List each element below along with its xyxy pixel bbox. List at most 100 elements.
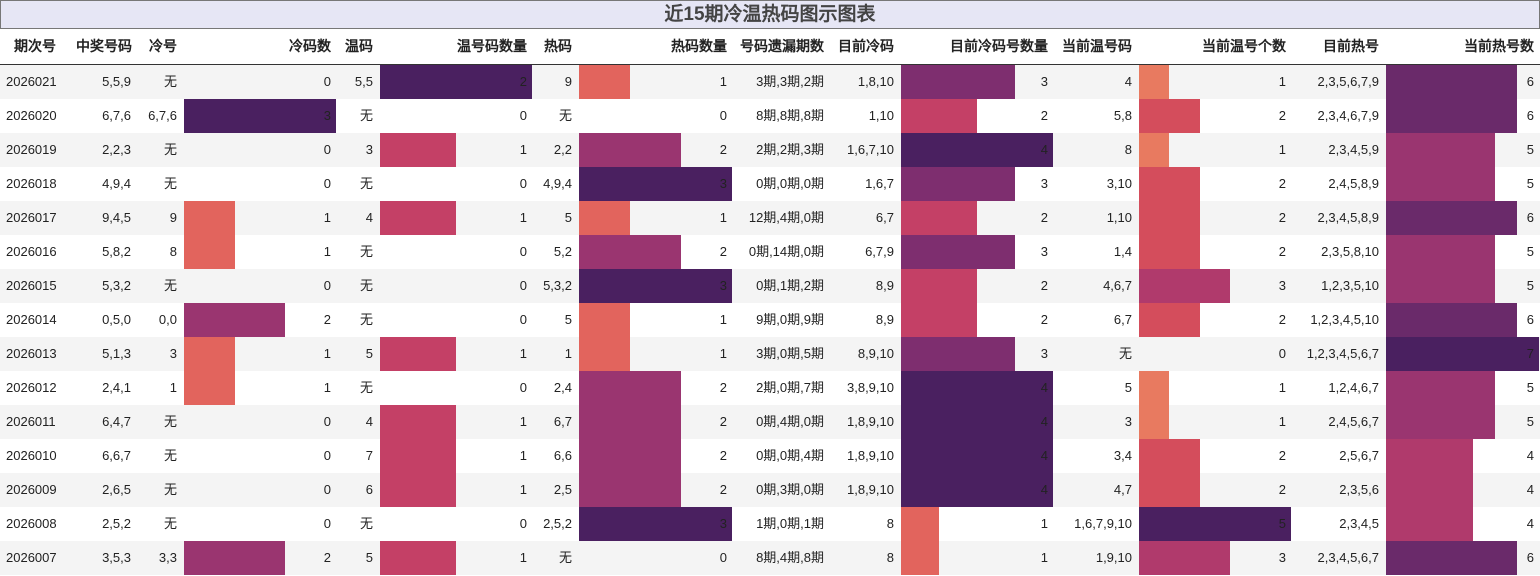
cell-text: 2026019: [6, 142, 57, 157]
cell-text: 5: [1526, 176, 1534, 191]
cell-text: 0: [323, 142, 331, 157]
cell-text: 2: [1040, 210, 1048, 225]
cell-text: 1: [1040, 550, 1048, 565]
cell-text: 0: [323, 482, 331, 497]
cell-text: 6,7,6: [148, 108, 177, 123]
cell-text: 0: [519, 516, 527, 531]
cell-text: 2期,2期,3期: [756, 142, 824, 157]
cell-text: 无: [163, 278, 177, 293]
cell-text: 3: [169, 346, 177, 361]
row-background: [0, 473, 1540, 507]
cell-text: 2,3,4,5: [1339, 516, 1379, 531]
cell-text: 5: [1526, 142, 1534, 157]
cell-text: 4: [365, 210, 373, 225]
cell-text: 5: [1526, 244, 1534, 259]
row-background: [0, 371, 1540, 405]
cell-text: 4: [1040, 448, 1048, 463]
column-header: 冷码数: [289, 38, 331, 54]
cell-text: 3,4: [1113, 448, 1132, 463]
data-bar: [579, 405, 681, 439]
data-bar: [1386, 337, 1539, 371]
data-bar: [901, 269, 977, 303]
data-bar: [901, 337, 1015, 371]
cell-text: 2026015: [6, 278, 57, 293]
cell-text: 1: [519, 550, 527, 565]
cell-text: 4: [1526, 482, 1534, 497]
data-bar: [579, 269, 732, 303]
cell-text: 0: [323, 74, 331, 89]
data-bar: [1386, 507, 1474, 541]
cell-text: 无: [359, 108, 373, 123]
cell-text: 0: [719, 550, 727, 565]
cell-text: 6: [1526, 210, 1534, 225]
cell-text: 1: [323, 346, 331, 361]
cell-text: 4,7: [1113, 482, 1132, 497]
cell-text: 1: [519, 142, 527, 157]
data-bar: [1386, 99, 1518, 133]
column-header: 温号码数量: [457, 38, 527, 54]
data-bar: [1139, 133, 1170, 167]
cell-text: 无: [359, 312, 373, 327]
data-bar: [380, 439, 456, 473]
data-bar: [579, 507, 732, 541]
cell-text: 9: [169, 210, 177, 225]
cell-text: 3: [719, 176, 727, 191]
cell-text: 2026007: [6, 550, 57, 565]
data-bar: [1386, 303, 1518, 337]
cell-text: 8: [886, 516, 894, 531]
data-bar: [579, 337, 630, 371]
cell-text: 无: [163, 482, 177, 497]
cell-text: 3: [1040, 244, 1048, 259]
cell-text: 4: [1040, 380, 1048, 395]
data-bar: [1386, 65, 1518, 99]
cell-text: 2: [719, 482, 727, 497]
cell-text: 5: [564, 210, 572, 225]
data-bar: [901, 99, 977, 133]
data-bar: [380, 541, 456, 575]
cell-text: 12期,4期,0期: [748, 210, 824, 225]
cell-text: 无: [163, 516, 177, 531]
cell-text: 3: [1040, 74, 1048, 89]
cell-text: 0,0: [158, 312, 177, 327]
cell-text: 无: [163, 74, 177, 89]
cell-text: 0: [519, 108, 527, 123]
data-bar: [901, 303, 977, 337]
cell-text: 1: [519, 414, 527, 429]
cell-text: 2: [1278, 482, 1286, 497]
cell-text: 2: [323, 312, 331, 327]
cell-text: 8期,4期,8期: [756, 550, 824, 565]
cell-text: 2: [719, 448, 727, 463]
cell-text: 2,4,5,8,9: [1328, 176, 1379, 191]
cell-text: 8期,8期,8期: [756, 108, 824, 123]
cell-text: 无: [163, 414, 177, 429]
cell-text: 1,10: [1106, 210, 1132, 225]
cell-text: 1,6,7: [865, 176, 894, 191]
cell-text: 无: [359, 516, 373, 531]
cell-text: 无: [359, 380, 373, 395]
cell-text: 2,5,6,7: [1339, 448, 1379, 463]
cell-text: 1期,0期,1期: [756, 516, 824, 531]
column-header: 号码遗漏期数: [740, 38, 824, 54]
cell-text: 2026018: [6, 176, 57, 191]
data-bar: [184, 99, 336, 133]
cell-text: 2,3,5,6,7,9: [1317, 74, 1379, 89]
cell-text: 1: [323, 380, 331, 395]
cell-text: 6,6,7: [102, 448, 131, 463]
cell-text: 1,6,7,10: [847, 142, 894, 157]
cell-text: 9期,0期,9期: [756, 312, 824, 327]
cell-text: 1,8,9,10: [847, 414, 894, 429]
cell-text: 2,5: [553, 482, 572, 497]
cell-text: 0: [323, 448, 331, 463]
data-bar: [1386, 269, 1496, 303]
data-bar: [184, 371, 235, 405]
cell-text: 3,3: [158, 550, 177, 565]
cell-text: 6,4,7: [102, 414, 131, 429]
cell-text: 5: [365, 550, 373, 565]
cell-text: 3: [719, 516, 727, 531]
cell-text: 0期,14期,0期: [748, 244, 824, 259]
cell-text: 3: [1278, 278, 1286, 293]
cell-text: 5: [1526, 380, 1534, 395]
cell-text: 4: [1526, 448, 1534, 463]
data-bar: [184, 337, 235, 371]
cell-text: 1: [1278, 380, 1286, 395]
